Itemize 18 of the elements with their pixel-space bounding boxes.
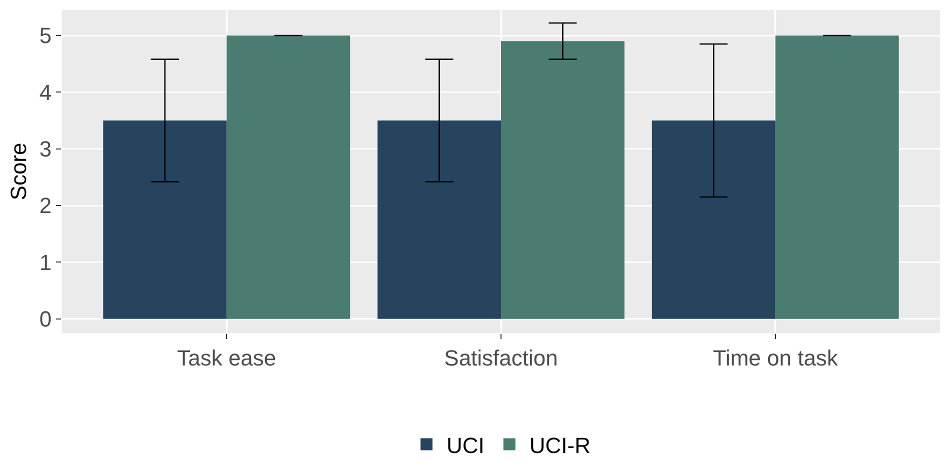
x-tick-label: Satisfaction bbox=[444, 345, 558, 370]
y-tick-label: 0 bbox=[39, 306, 52, 332]
legend-label: UCI-R bbox=[529, 432, 590, 458]
y-tick-label: 3 bbox=[39, 136, 52, 162]
bar bbox=[226, 36, 350, 319]
bar bbox=[501, 41, 624, 319]
bar bbox=[775, 36, 899, 319]
bar bbox=[103, 120, 227, 319]
y-tick-label: 4 bbox=[39, 80, 52, 105]
y-tick-label: 5 bbox=[39, 23, 52, 48]
y-axis-title: Score bbox=[6, 142, 32, 200]
legend-label: UCI bbox=[446, 432, 484, 458]
bar bbox=[652, 120, 776, 319]
bar bbox=[378, 120, 501, 319]
x-tick-label: Time on task bbox=[712, 345, 839, 370]
y-tick-label: 1 bbox=[39, 250, 52, 275]
y-tick-label: 2 bbox=[39, 193, 52, 218]
x-tick-label: Task ease bbox=[177, 345, 276, 370]
